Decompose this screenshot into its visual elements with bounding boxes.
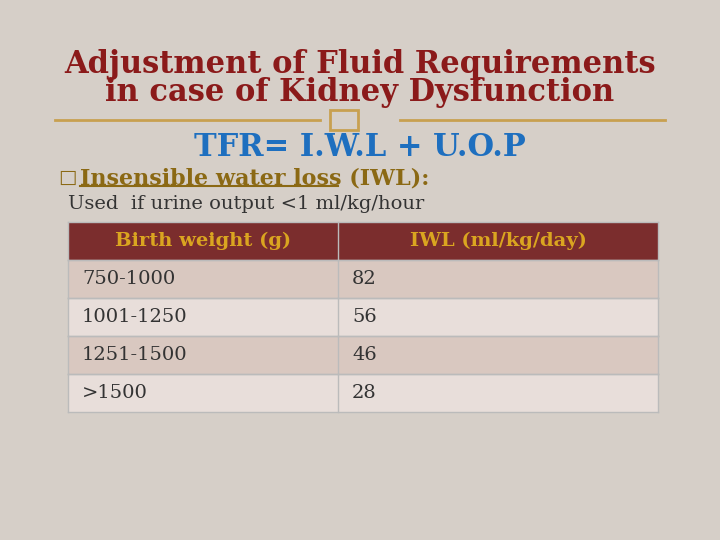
Bar (68, 222, 658, 260)
Bar (68, 298, 658, 336)
Text: in case of Kidney Dysfunction: in case of Kidney Dysfunction (105, 77, 615, 107)
Text: Insensible water loss (IWL):: Insensible water loss (IWL): (80, 167, 429, 189)
Text: Used  if urine output <1 ml/kg/hour: Used if urine output <1 ml/kg/hour (68, 195, 424, 213)
Text: 28: 28 (352, 384, 377, 402)
Text: 750-1000: 750-1000 (82, 270, 175, 288)
Text: 82: 82 (352, 270, 377, 288)
Text: >1500: >1500 (82, 384, 148, 402)
Text: IWL (ml/kg/day): IWL (ml/kg/day) (410, 232, 586, 250)
Text: 46: 46 (352, 346, 377, 364)
Text: □: □ (58, 169, 76, 187)
Text: 1251-1500: 1251-1500 (82, 346, 188, 364)
Text: Birth weight (g): Birth weight (g) (115, 232, 291, 250)
Text: Adjustment of Fluid Requirements: Adjustment of Fluid Requirements (64, 50, 656, 80)
Text: TFR= I.W.L + U.O.P: TFR= I.W.L + U.O.P (194, 132, 526, 164)
Bar (68, 336, 658, 374)
Bar (68, 374, 658, 412)
Bar (68, 260, 658, 298)
Text: 1001-1250: 1001-1250 (82, 308, 188, 326)
Text: 56: 56 (352, 308, 377, 326)
